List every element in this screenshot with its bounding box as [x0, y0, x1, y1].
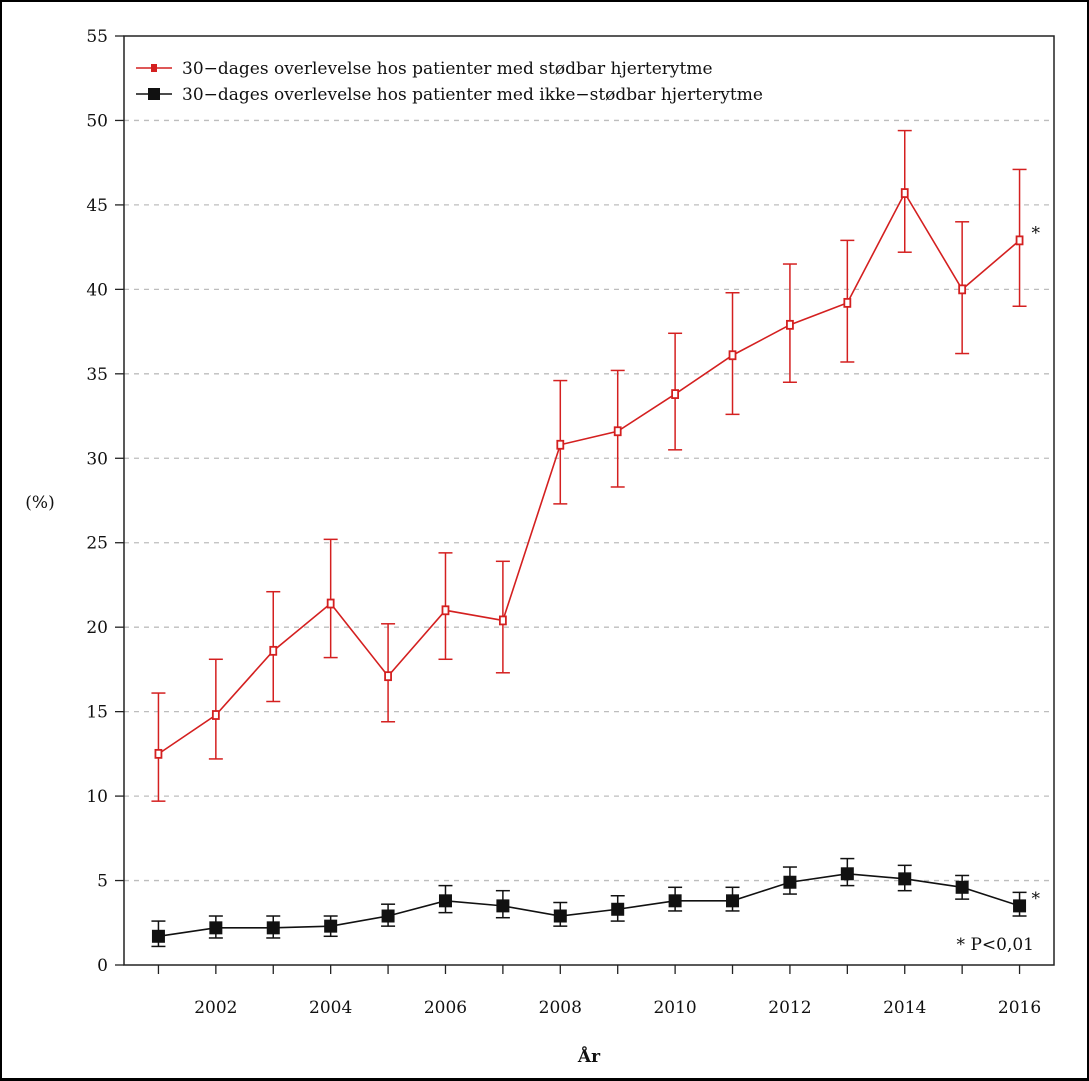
- series-significance-marker: *: [1032, 223, 1041, 243]
- data-point: [438, 894, 452, 908]
- data-point: [783, 875, 797, 889]
- x-tick-label: 2010: [653, 998, 696, 1018]
- data-point: [496, 899, 510, 913]
- y-tick-label: 5: [97, 872, 108, 892]
- data-point: [326, 598, 335, 609]
- y-axis-label: (%): [25, 493, 54, 513]
- data-point: [209, 921, 223, 935]
- data-point: [151, 929, 165, 943]
- data-point: [671, 389, 680, 399]
- data-point: [786, 319, 794, 330]
- data-point: [955, 880, 969, 894]
- data-point: [269, 645, 278, 656]
- data-point: [958, 284, 967, 295]
- y-tick-label: 15: [86, 703, 108, 723]
- series-2: *: [151, 857, 1041, 948]
- y-tick-label: 20: [86, 618, 108, 638]
- y-tick-label: 50: [86, 111, 108, 131]
- x-axis: 2002 2004 2006 2008 2010 2012 2014 2016: [157, 965, 1041, 1018]
- y-tick-label: 10: [86, 787, 108, 807]
- x-tick-label: 2002: [194, 998, 237, 1018]
- data-point: [324, 919, 338, 933]
- series-line: [158, 872, 1020, 938]
- legend-item-1: 30−dages overlevelse hos patienter med s…: [136, 59, 713, 79]
- y-tick-label: 30: [86, 449, 108, 469]
- data-point: [154, 748, 163, 759]
- x-tick-label: 2012: [768, 998, 811, 1018]
- data-point: [553, 909, 567, 923]
- data-point: [898, 872, 912, 886]
- data-point: [726, 894, 740, 908]
- legend-label: 30−dages overlevelse hos patienter med s…: [182, 59, 713, 79]
- x-tick-label: 2014: [883, 998, 926, 1018]
- grid-lines: [124, 119, 1054, 882]
- x-tick-label: 2016: [998, 998, 1041, 1018]
- y-tick-label: 55: [86, 27, 108, 47]
- y-axis: 0 5 10 15 20 25 30 35 40 45 50 55: [86, 27, 124, 976]
- legend-label: 30−dages overlevelse hos patienter med i…: [182, 85, 763, 105]
- data-point: [611, 902, 625, 916]
- x-axis-label: År: [577, 1045, 601, 1067]
- data-point: [498, 615, 507, 626]
- data-point: [668, 894, 682, 908]
- y-tick-label: 25: [86, 534, 108, 554]
- legend-marker: [148, 88, 160, 100]
- series-1: *: [151, 129, 1041, 802]
- x-tick-label: 2004: [309, 998, 352, 1018]
- data-point: [613, 426, 622, 437]
- legend-item-2: 30−dages overlevelse hos patienter med i…: [136, 85, 763, 105]
- legend: 30−dages overlevelse hos patienter med s…: [136, 59, 763, 105]
- series-significance-marker: *: [1032, 889, 1041, 909]
- data-point: [441, 605, 450, 616]
- data-point: [843, 297, 852, 308]
- series-layer: **: [151, 129, 1041, 948]
- data-point: [384, 671, 392, 682]
- series-line: [157, 191, 1021, 755]
- y-tick-label: 35: [86, 365, 108, 385]
- data-point: [556, 439, 565, 450]
- x-tick-label: 2008: [539, 998, 582, 1018]
- error-bar: [151, 692, 166, 802]
- x-tick-label: 2006: [424, 998, 467, 1018]
- data-point: [381, 909, 395, 923]
- data-point: [840, 867, 854, 881]
- error-bar: [323, 538, 338, 659]
- error-bar: [208, 658, 223, 760]
- significance-note: * P<0,01: [957, 935, 1034, 955]
- data-point: [211, 710, 220, 720]
- y-tick-label: 0: [97, 956, 108, 976]
- y-tick-label: 40: [86, 280, 108, 300]
- legend-marker: [151, 64, 157, 72]
- data-point: [1013, 899, 1027, 913]
- y-tick-label: 45: [86, 196, 108, 216]
- data-point: [728, 350, 737, 361]
- data-point: [266, 921, 280, 935]
- data-point: [1015, 235, 1024, 246]
- data-point: [900, 188, 909, 198]
- plot-area-border: [123, 35, 1055, 966]
